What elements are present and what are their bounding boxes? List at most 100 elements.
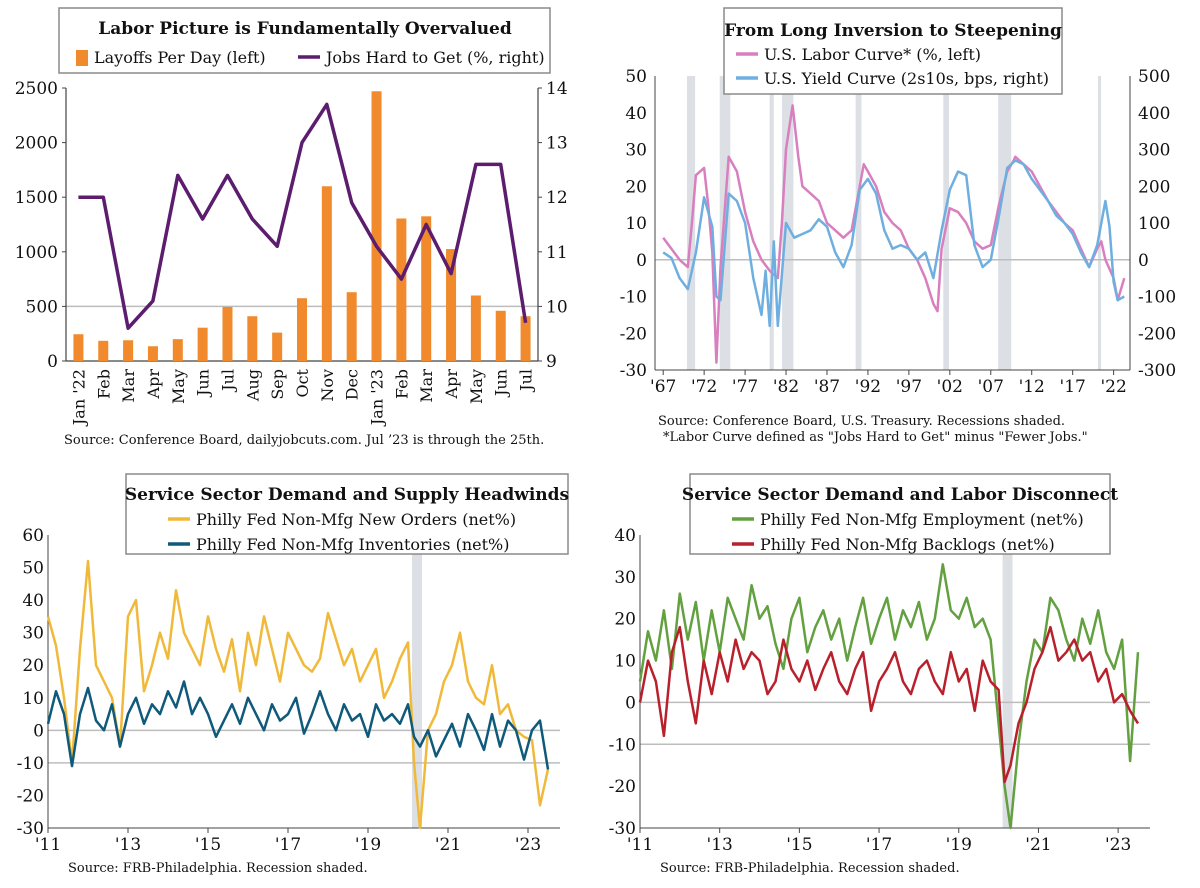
right-tick-label: -200	[1138, 324, 1176, 344]
left-tick-label: 40	[625, 104, 647, 124]
x-tick-label: '67	[650, 377, 676, 397]
bar-layoffs	[421, 216, 432, 361]
y-tick-label: 10	[614, 652, 636, 672]
line-yield-curve	[662, 159, 1125, 328]
right-tick-label: -100	[1138, 288, 1176, 308]
x-tick-label: '77	[732, 377, 758, 397]
y-tick-label: -20	[17, 786, 44, 806]
bar-layoffs	[172, 339, 183, 361]
x-tick-label: Mar	[417, 369, 436, 403]
right-tick-label: 10	[546, 297, 568, 317]
x-tick-label: Dec	[343, 369, 362, 400]
left-tick-label: 1000	[15, 243, 58, 263]
x-tick-label: '13	[707, 835, 733, 855]
y-tick-label: 60	[22, 526, 44, 546]
y-tick-label: 20	[22, 656, 44, 676]
y-tick-label: 50	[22, 559, 44, 579]
x-tick-label: Jul	[218, 369, 237, 393]
x-tick-label: Feb	[392, 369, 411, 399]
left-tick-label: 2000	[15, 134, 58, 154]
x-tick-label: May	[169, 369, 188, 404]
bar-layoffs	[222, 306, 233, 361]
recession-band	[1002, 535, 1013, 828]
line-series-1	[638, 625, 1140, 784]
title-box	[689, 473, 1111, 555]
x-tick-label: '02	[937, 377, 963, 397]
bar-layoffs	[495, 310, 506, 361]
recession-band	[1098, 76, 1102, 370]
bar-layoffs	[346, 292, 357, 361]
right-tick-label: 100	[1138, 214, 1170, 234]
x-tick-label: Jan '23	[368, 369, 387, 427]
x-tick-label: '21	[1025, 835, 1051, 855]
source-note: Source: Conference Board, dailyjobcuts.c…	[64, 433, 544, 448]
line-labor-curve	[662, 104, 1126, 364]
x-tick-label: Aug	[243, 369, 262, 402]
source-note: Source: FRB-Philadelphia. Recession shad…	[68, 861, 368, 876]
x-tick-label: '15	[195, 835, 221, 855]
chart-title: Service Sector Demand and Labor Disconne…	[682, 485, 1118, 505]
bar-layoffs	[371, 91, 382, 361]
legend-layoffs-swatch	[76, 50, 88, 66]
y-tick-label: -30	[17, 819, 44, 839]
legend-jobs-hard: Jobs Hard to Get (%, right)	[324, 48, 545, 67]
right-tick-label: 13	[546, 134, 568, 154]
title-box	[58, 7, 551, 74]
chart-title: Labor Picture is Fundamentally Overvalue…	[98, 19, 512, 39]
legend-layoffs: Layoffs Per Day (left)	[94, 48, 266, 67]
x-tick-label: '17	[1060, 377, 1086, 397]
title-box	[723, 7, 1063, 95]
x-tick-label: '23	[515, 835, 541, 855]
y-tick-label: 0	[33, 721, 44, 741]
bar-layoffs	[247, 316, 258, 361]
recession-band	[855, 76, 862, 370]
left-tick-label: 500	[26, 297, 58, 317]
right-tick-label: 300	[1138, 141, 1170, 161]
line-series-1	[46, 680, 550, 770]
bar-layoffs	[396, 218, 407, 361]
y-tick-label: -30	[609, 819, 636, 839]
x-tick-label: '17	[275, 835, 301, 855]
x-tick-label: '19	[946, 835, 972, 855]
x-tick-label: Apr	[144, 369, 163, 400]
left-tick-label: 0	[47, 352, 58, 372]
chart-title: Service Sector Demand and Supply Headwin…	[125, 485, 569, 505]
y-tick-label: -20	[609, 777, 636, 797]
recession-band	[769, 76, 774, 370]
y-tick-label: 30	[22, 624, 44, 644]
legend-series-0: Philly Fed Non-Mfg New Orders (net%)	[196, 510, 516, 529]
x-tick-label: '21	[435, 835, 461, 855]
x-tick-label: Oct	[293, 368, 312, 397]
x-tick-label: '17	[866, 835, 892, 855]
bar-layoffs	[123, 340, 134, 361]
right-tick-label: 12	[546, 188, 568, 208]
y-tick-label: 40	[614, 526, 636, 546]
bar-layoffs	[147, 346, 158, 361]
y-tick-label: -10	[17, 754, 44, 774]
legend-series-1: Philly Fed Non-Mfg Inventories (net%)	[196, 535, 509, 554]
x-tick-label: '72	[691, 377, 717, 397]
x-tick-label: '12	[1019, 377, 1045, 397]
x-tick-label: '97	[896, 377, 922, 397]
right-tick-label: 9	[546, 352, 557, 372]
x-tick-label: '87	[814, 377, 840, 397]
chart-title: From Long Inversion to Steepening	[724, 21, 1062, 41]
y-tick-label: -10	[609, 735, 636, 755]
bar-layoffs	[197, 327, 208, 361]
y-tick-label: 30	[614, 568, 636, 588]
x-tick-label: Jan '22	[69, 369, 88, 427]
right-tick-label: -300	[1138, 361, 1176, 381]
right-tick-label: 500	[1138, 67, 1170, 87]
legend-series-0: Philly Fed Non-Mfg Employment (net%)	[760, 510, 1084, 529]
x-tick-label: Mar	[119, 369, 138, 403]
bar-layoffs	[520, 316, 531, 361]
x-tick-label: '82	[773, 377, 799, 397]
bar-layoffs	[73, 334, 84, 361]
left-tick-label: 50	[625, 67, 647, 87]
x-tick-label: Sep	[268, 369, 287, 400]
bar-layoffs	[98, 340, 109, 361]
bar-layoffs	[297, 298, 307, 361]
left-tick-label: 10	[625, 214, 647, 234]
y-tick-label: 10	[22, 689, 44, 709]
